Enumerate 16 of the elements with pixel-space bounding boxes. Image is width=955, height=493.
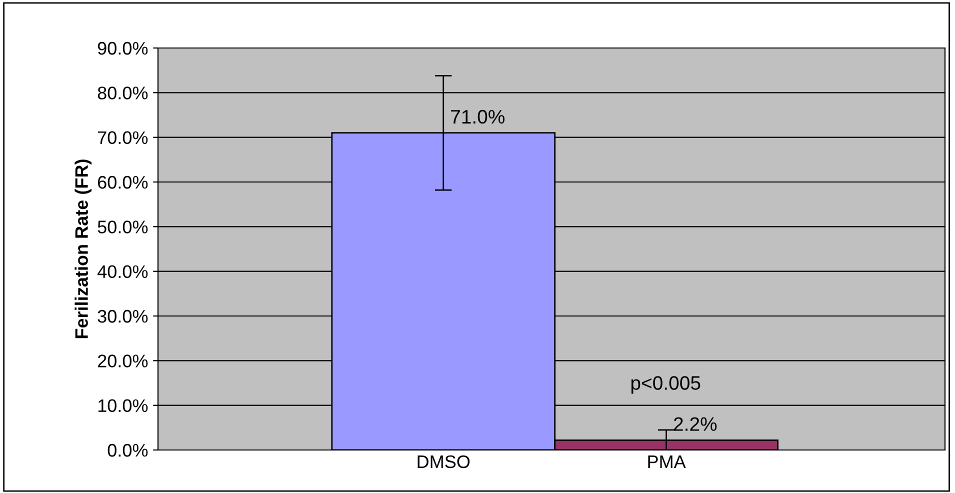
y-tick-label: 50.0% bbox=[98, 220, 148, 234]
y-tick-label: 20.0% bbox=[98, 354, 148, 368]
y-axis-title: Ferilization Rate (FR) bbox=[74, 160, 92, 338]
annotation: p<0.005 bbox=[631, 376, 700, 394]
data-label: 71.0% bbox=[451, 110, 504, 124]
y-tick-label: 10.0% bbox=[98, 399, 148, 412]
y-tick-label: 70.0% bbox=[98, 131, 148, 144]
y-tick-label: 30.0% bbox=[98, 310, 148, 323]
y-tick-label: 80.0% bbox=[98, 86, 148, 100]
x-tick-label: DMSO bbox=[418, 455, 470, 468]
data-label: 2.2% bbox=[674, 417, 717, 431]
y-tick-label: 90.0% bbox=[98, 42, 148, 55]
y-tick-label: 40.0% bbox=[98, 265, 148, 278]
y-tick-label: 60.0% bbox=[98, 176, 148, 189]
y-tick-label: 0.0% bbox=[108, 444, 148, 457]
x-tick-label: PMA bbox=[648, 456, 686, 468]
